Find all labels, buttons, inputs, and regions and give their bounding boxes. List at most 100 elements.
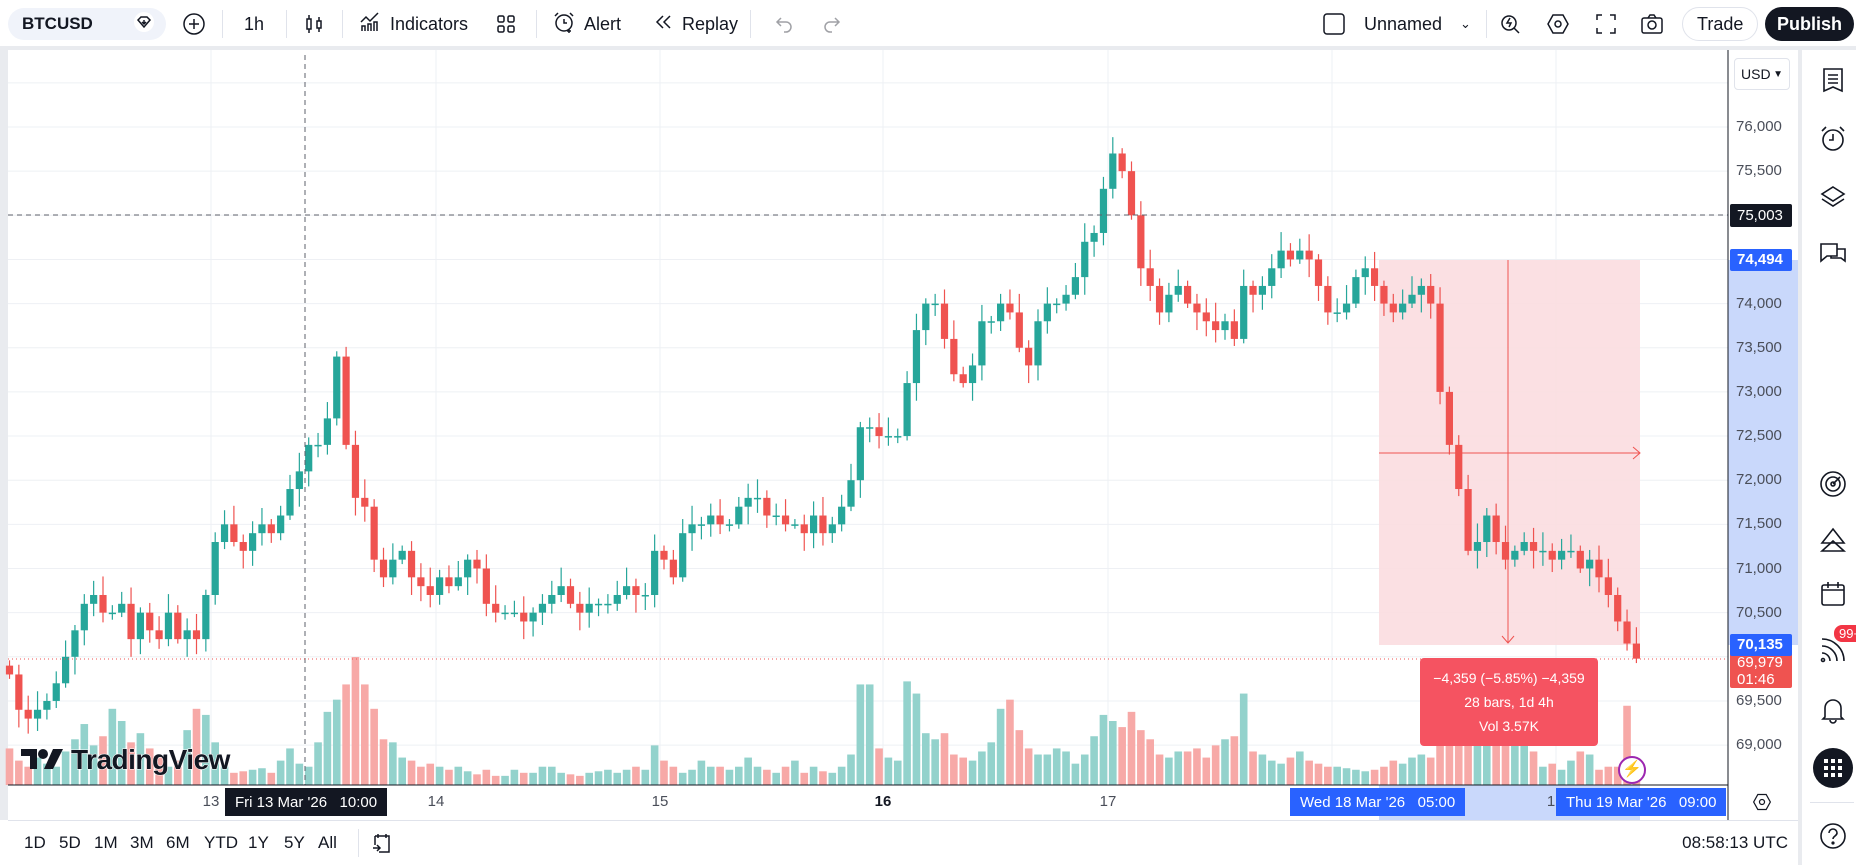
axis-settings-icon[interactable]: [1752, 792, 1772, 817]
volume-bar: [61, 751, 70, 785]
volume-bar: [716, 766, 724, 785]
alert-button[interactable]: Alert: [552, 8, 621, 40]
volume-bar: [865, 684, 874, 785]
measure-tooltip: −4,359 (−5.85%) −4,359 28 bars, 1d 4h Vo…: [1420, 658, 1598, 746]
volume-bar: [1529, 751, 1538, 785]
volume-bar: [1052, 748, 1061, 785]
candle-body: [155, 630, 163, 640]
currency-select[interactable]: USD ▼: [1734, 58, 1790, 90]
volume-bar: [304, 766, 313, 785]
candle-body: [520, 612, 528, 622]
candle-body: [1548, 550, 1556, 560]
candle-body: [1109, 153, 1117, 189]
candle-body: [1361, 268, 1369, 278]
candle-body: [1137, 215, 1145, 269]
tradingview-logo-icon: [21, 749, 63, 769]
volume-bar: [174, 760, 182, 785]
candle-body: [1567, 550, 1575, 553]
help-icon[interactable]: [1818, 821, 1848, 851]
indicators-button[interactable]: Indicators: [358, 8, 468, 40]
candle-body: [174, 612, 182, 640]
layout-checkbox-icon[interactable]: [1322, 8, 1346, 40]
publish-button[interactable]: Publish: [1765, 7, 1855, 41]
apps-grid-icon[interactable]: [1813, 748, 1853, 788]
candle-body: [501, 612, 509, 615]
lightning-assistant-icon[interactable]: ⚡: [1618, 756, 1646, 784]
tradingview-logo[interactable]: TradingView: [21, 744, 231, 776]
candle-body: [1221, 321, 1229, 331]
candle-body: [856, 427, 864, 481]
layers-icon[interactable]: [1818, 182, 1848, 212]
price-tick: 70,500: [1736, 603, 1782, 621]
range-1m[interactable]: 1M: [94, 833, 118, 852]
candle-body: [978, 321, 986, 366]
trade-button[interactable]: Trade: [1682, 7, 1759, 41]
range-5y[interactable]: 5Y: [284, 833, 305, 852]
target-icon[interactable]: [1818, 469, 1848, 499]
candle-body: [660, 550, 668, 560]
watchlist-icon[interactable]: [1818, 65, 1848, 95]
last-price-tag: 69,979 01:46: [1730, 650, 1792, 688]
symbol-search[interactable]: BTCUSD: [8, 8, 166, 40]
ideas-icon[interactable]: [1818, 525, 1848, 555]
replay-button[interactable]: Replay: [652, 8, 738, 40]
quick-search-icon[interactable]: [1498, 8, 1522, 40]
candle-body: [1417, 285, 1425, 295]
candle-body: [1296, 250, 1304, 260]
divider: [1810, 802, 1854, 803]
add-symbol-icon[interactable]: [182, 8, 206, 40]
candle-body: [557, 586, 565, 595]
crosshair-time-tag: Fri 13 Mar '26 10:00: [225, 788, 388, 816]
news-feed-icon[interactable]: 99+: [1818, 623, 1856, 665]
volume-bar: [566, 774, 575, 785]
volume-bar: [557, 772, 565, 785]
volume-bar: [248, 769, 257, 785]
range-1y[interactable]: 1Y: [248, 833, 269, 852]
interval-button[interactable]: 1h: [244, 13, 265, 34]
volume-bar: [688, 769, 696, 785]
range-5d[interactable]: 5D: [59, 833, 81, 852]
diamond-icon[interactable]: [132, 10, 156, 39]
candle-body: [1445, 391, 1453, 445]
time-tick: 15: [651, 793, 669, 810]
time-tick: 1: [1546, 793, 1556, 810]
range-1d[interactable]: 1D: [24, 833, 46, 852]
bell-icon[interactable]: [1818, 695, 1848, 725]
candle-body: [1352, 277, 1360, 304]
range-6m[interactable]: 6M: [166, 833, 190, 852]
candle-body: [875, 427, 883, 437]
candle-body: [1604, 577, 1612, 595]
camera-icon[interactable]: [1640, 8, 1664, 40]
fullscreen-icon[interactable]: [1594, 8, 1618, 40]
candle-body: [753, 497, 762, 500]
layout-name-button[interactable]: Unnamed ⌄: [1364, 8, 1471, 40]
undo-icon[interactable]: [772, 8, 796, 40]
candle-body: [211, 542, 219, 595]
layout-name: Unnamed: [1364, 13, 1443, 34]
utc-clock[interactable]: 08:58:13 UTC: [1682, 833, 1788, 852]
redo-icon[interactable]: [820, 8, 844, 40]
volume-bar: [155, 757, 163, 785]
calendar-icon[interactable]: [1818, 579, 1848, 609]
candle-body: [884, 436, 892, 438]
candle-body: [613, 594, 621, 604]
divider: [536, 10, 537, 38]
volume-bar: [1071, 763, 1080, 785]
range-all[interactable]: All: [318, 833, 337, 852]
chat-icon[interactable]: [1818, 240, 1848, 270]
volume-bar: [1567, 760, 1575, 785]
alarm-clock-icon[interactable]: [1818, 124, 1848, 154]
templates-icon[interactable]: [494, 8, 518, 40]
divider: [1486, 10, 1487, 38]
range-ytd[interactable]: YTD: [204, 833, 238, 852]
volume-bar: [1127, 711, 1136, 785]
candle-body: [192, 630, 201, 640]
settings-hexagon-icon[interactable]: [1546, 8, 1570, 40]
range-3m[interactable]: 3M: [130, 833, 154, 852]
candles-icon[interactable]: [302, 8, 326, 40]
chevron-down-icon: ▼: [1773, 68, 1783, 80]
candle-body: [697, 524, 705, 526]
volume-bar: [239, 771, 248, 785]
go-to-date-icon[interactable]: [370, 831, 394, 860]
